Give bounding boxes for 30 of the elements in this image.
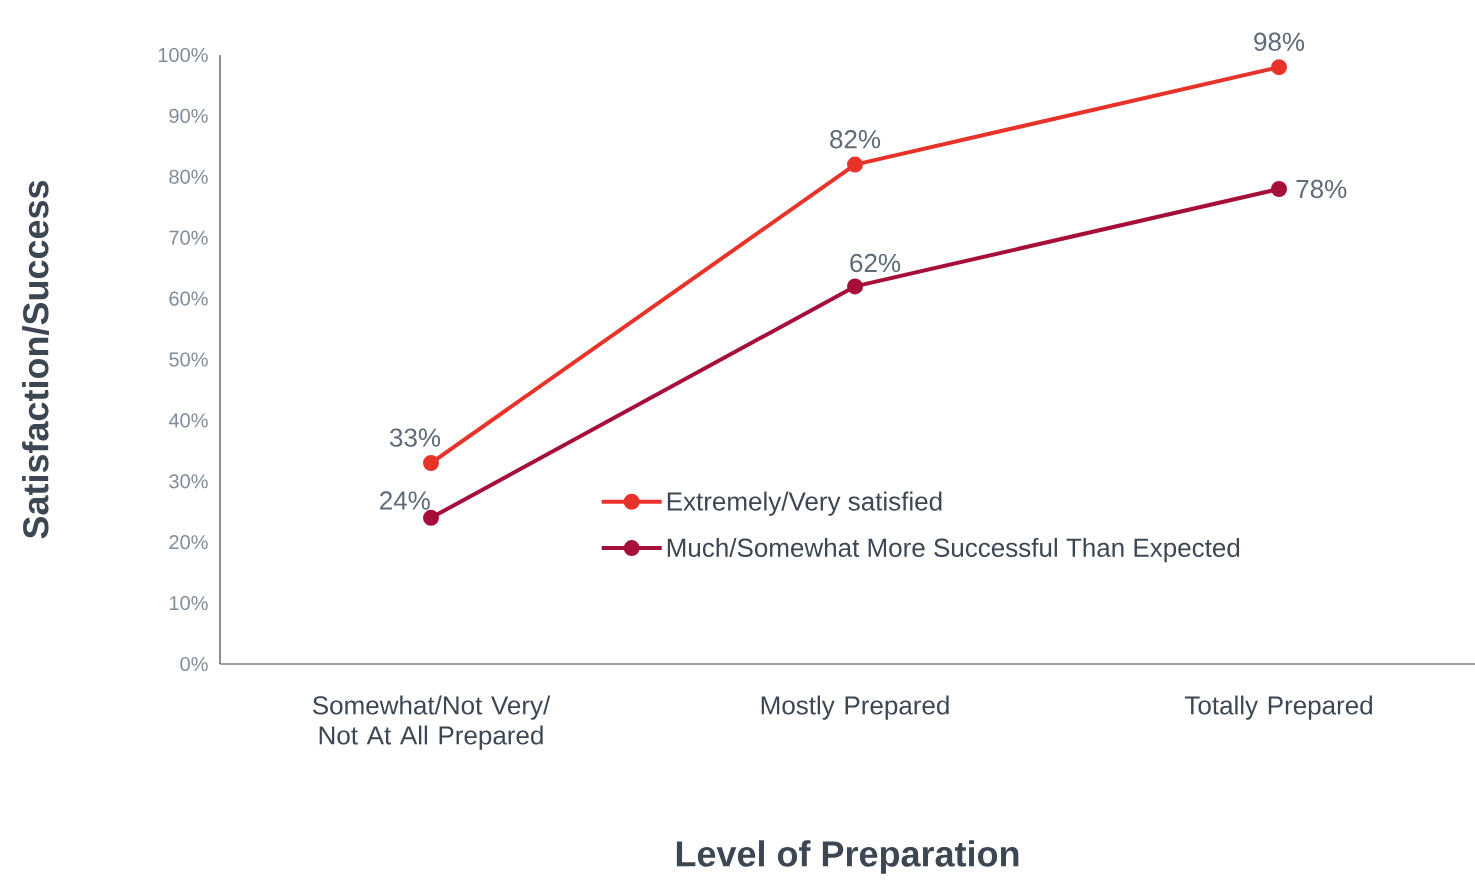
y-tick-label: 90%	[169, 108, 208, 123]
y-tick-label: 60%	[169, 291, 208, 306]
point	[847, 156, 864, 173]
data-label: 24%	[380, 491, 430, 510]
y-tick-label: 0%	[180, 656, 208, 672]
point	[423, 509, 440, 526]
x-axis-title: Level of Preparation	[676, 840, 1019, 874]
y-tick-label: 40%	[168, 413, 208, 428]
data-label: 33%	[389, 428, 441, 447]
y-tick-label: 100%	[158, 47, 208, 63]
y-tick-label: 10%	[169, 596, 208, 611]
data-label: 82%	[830, 130, 881, 149]
y-tick-label: 20%	[169, 535, 208, 550]
point	[1271, 180, 1288, 197]
data-label: 98%	[1254, 32, 1305, 51]
data-label: 78%	[1296, 179, 1347, 199]
y-tick-label: 80%	[169, 169, 208, 184]
legend-label: Much/Somewhat More Successful Than Expected	[667, 537, 1240, 563]
y-tick-label: 70%	[169, 230, 208, 245]
point	[423, 455, 440, 472]
y-tick-label: 50%	[169, 352, 208, 367]
x-tick-label: Totally Prepared	[1184, 695, 1372, 720]
x-tick-label: Somewhat/Not Very/ Not At All Prepared	[312, 695, 551, 750]
x-tick-label: Mostly Prepared	[761, 695, 949, 720]
point	[1271, 59, 1288, 76]
y-tick-label: 30%	[169, 474, 208, 489]
y-axis-title: Satisfaction/Success	[22, 180, 49, 539]
point	[847, 278, 864, 295]
legend-label: Extremely/Very satisfied	[667, 491, 942, 516]
data-label: 62%	[850, 253, 901, 273]
